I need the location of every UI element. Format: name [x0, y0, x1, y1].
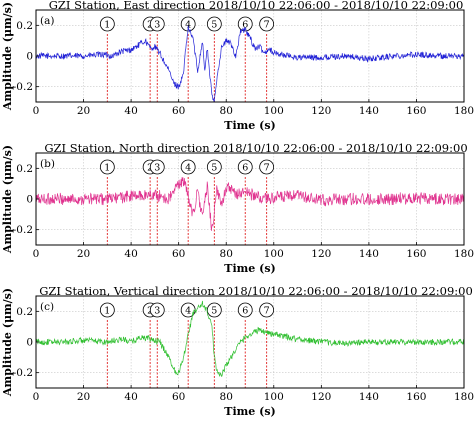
panel-c-xtick-label: 20	[77, 391, 90, 403]
panel-c-xtick-label: 80	[220, 391, 233, 403]
panel-c-signal-line	[35, 300, 465, 377]
panel-c-xtick-label: 180	[454, 391, 474, 403]
panel-b-xtick-label: 160	[406, 248, 426, 260]
panel-a-xtick-label: 0	[33, 105, 40, 117]
panel-b-xtick-label: 100	[264, 248, 284, 260]
panel-b-xtick-label: 20	[77, 248, 90, 260]
event-5-marker-b	[206, 159, 222, 175]
event-3-marker-c	[149, 302, 165, 318]
event-4-label-b: 4	[185, 163, 191, 174]
panel-b-title: GZI Station, North direction 2018/10/10 …	[44, 141, 467, 155]
panel-a-xaxis-label: Time (s)	[224, 119, 275, 132]
panel-a-xtick-label: 160	[406, 105, 426, 117]
event-1-label-b: 1	[104, 163, 110, 174]
panel-b-ytick-label: 0	[26, 194, 33, 206]
panel-c-xtick-label: 0	[33, 391, 40, 403]
event-3-marker-b	[149, 159, 165, 175]
panel-b-xtick-label: 140	[359, 248, 379, 260]
event-1-marker-b	[99, 159, 115, 175]
panel-c-label: (c)	[40, 301, 54, 313]
event-5-label-a: 5	[211, 20, 217, 31]
event-6-marker-a	[237, 16, 253, 32]
event-7-label-a: 7	[264, 20, 270, 31]
panel-a-xtick-label: 60	[172, 105, 185, 117]
event-6-label-c: 6	[242, 306, 248, 317]
panel-b-xtick-label: 80	[220, 248, 233, 260]
panel-a-xtick-label: 80	[220, 105, 233, 117]
panel-c-xtick-label: 160	[406, 391, 426, 403]
panel-a-xtick-label: 100	[264, 105, 284, 117]
panel-c-ytick-label: 0	[26, 337, 33, 349]
panel-a-yaxis-label: Amplitude (μm/s)	[1, 2, 14, 111]
panel-a-xtick-label: 140	[359, 105, 379, 117]
panel-c-title: GZI Station, Vertical direction 2018/10/…	[39, 284, 473, 298]
panel-c-ytick-label: 0.2	[16, 306, 33, 318]
event-6-label-a: 6	[242, 20, 248, 31]
event-5-marker-a	[206, 16, 222, 32]
event-7-marker-c	[259, 302, 275, 318]
panel-b-xtick-label: 180	[454, 248, 474, 260]
panel-c-xtick-label: 120	[311, 391, 331, 403]
event-5-label-c: 5	[211, 306, 217, 317]
event-7-marker-a	[259, 16, 275, 32]
event-4-label-c: 4	[185, 306, 191, 317]
event-4-label-a: 4	[185, 20, 191, 31]
panel-b-yaxis-label: Amplitude (μm/s)	[1, 145, 14, 254]
event-5-label-b: 5	[211, 163, 217, 174]
event-3-label-a: 3	[154, 20, 160, 31]
panel-c-xtick-label: 100	[264, 391, 284, 403]
event-1-marker-a	[99, 16, 115, 32]
event-5-marker-c	[206, 302, 222, 318]
event-7-label-b: 7	[264, 163, 270, 174]
panel-b-ytick-label: -0.2	[13, 224, 33, 236]
event-6-marker-c	[237, 302, 253, 318]
event-3-label-b: 3	[154, 163, 160, 174]
event-6-marker-b	[237, 159, 253, 175]
event-3-marker-a	[149, 16, 165, 32]
panel-c-xtick-label: 60	[172, 391, 185, 403]
event-3-label-c: 3	[154, 306, 160, 317]
event-4-marker-b	[180, 159, 196, 175]
panel-a-label: (a)	[40, 15, 54, 27]
panel-b-signal-line	[35, 177, 465, 231]
panel-c-ytick-label: -0.2	[13, 367, 33, 379]
panel-a-ytick-label: 0	[26, 51, 33, 63]
panel-c-xtick-label: 140	[359, 391, 379, 403]
panel-a-xtick-label: 180	[454, 105, 474, 117]
panel-b-xtick-label: 60	[172, 248, 185, 260]
panel-b-xtick-label: 120	[311, 248, 331, 260]
panel-b-label: (b)	[40, 158, 55, 170]
event-7-label-c: 7	[264, 306, 270, 317]
event-7-marker-b	[259, 159, 275, 175]
panel-a-xtick-label: 40	[124, 105, 137, 117]
event-1-label-a: 1	[104, 20, 110, 31]
event-6-label-b: 6	[242, 163, 248, 174]
panel-a-signal-line	[35, 25, 465, 102]
panel-a-ytick-label: -0.2	[13, 81, 33, 93]
panel-c-yaxis-label: Amplitude (μm/s)	[1, 288, 14, 397]
panel-c-xaxis-label: Time (s)	[224, 405, 275, 418]
panel-b-xtick-label: 0	[33, 248, 40, 260]
panel-b-ytick-label: 0.2	[16, 163, 33, 175]
panel-c-xtick-label: 40	[124, 391, 137, 403]
panel-b-xtick-label: 40	[124, 248, 137, 260]
event-1-label-c: 1	[104, 306, 110, 317]
panel-b-xaxis-label: Time (s)	[224, 262, 275, 275]
panel-a-xtick-label: 120	[311, 105, 331, 117]
panel-a-title: GZI Station, East direction 2018/10/10 2…	[49, 0, 464, 12]
panel-a-xtick-label: 20	[77, 105, 90, 117]
panel-a-ytick-label: 0.2	[16, 20, 33, 32]
event-1-marker-c	[99, 302, 115, 318]
